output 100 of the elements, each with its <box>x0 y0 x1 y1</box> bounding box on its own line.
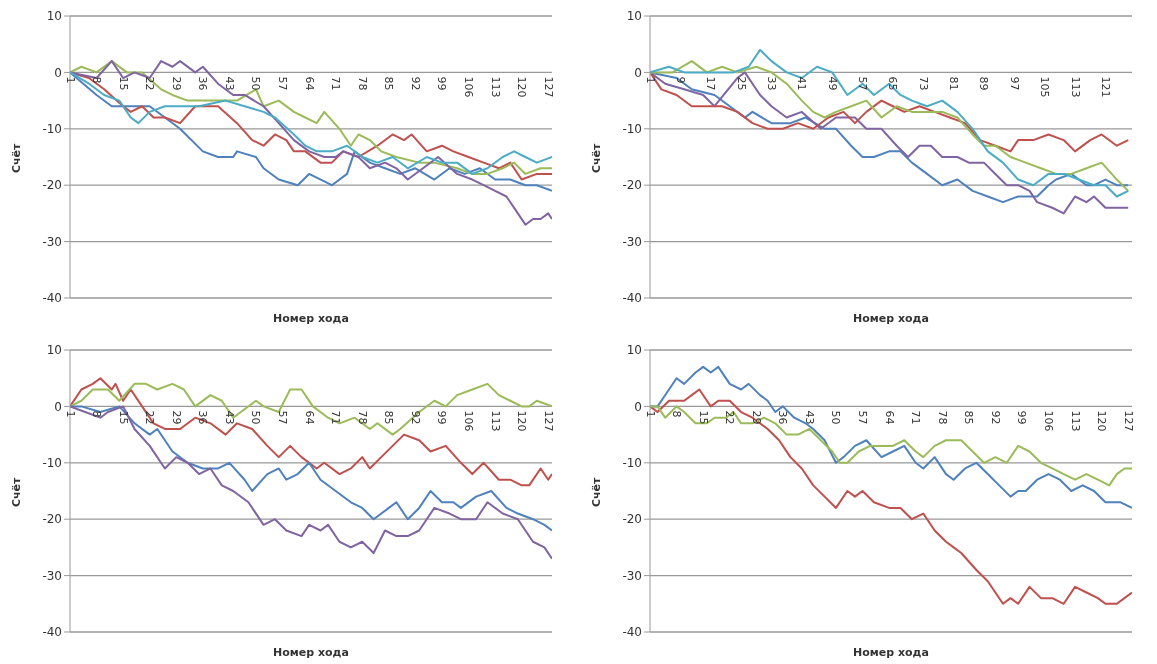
y-tick-label: -20 <box>42 512 62 527</box>
x-tick-label: 1 <box>63 410 77 418</box>
x-tick-label: 15 <box>696 410 710 425</box>
x-tick-label: 15 <box>116 76 130 91</box>
x-tick-label: 50 <box>249 76 263 91</box>
y-tick-label: -30 <box>42 568 62 583</box>
x-tick-label: 121 <box>1098 76 1112 98</box>
x-tick-label: 85 <box>382 410 396 425</box>
y-tick-label: -10 <box>42 122 62 137</box>
x-axis-title: Номер хода <box>853 312 929 325</box>
x-tick-label: 8 <box>90 76 104 84</box>
x-tick-label: 113 <box>1068 410 1082 432</box>
x-tick-label: 43 <box>222 410 236 425</box>
x-tick-label: 57 <box>276 76 290 91</box>
x-tick-label: 99 <box>435 76 449 91</box>
x-tick-label: 29 <box>749 410 763 425</box>
x-axis-title: Номер хода <box>273 312 349 325</box>
x-tick-label: 43 <box>802 410 816 425</box>
x-tick-label: 22 <box>723 410 737 425</box>
x-tick-label: 106 <box>462 410 475 432</box>
x-tick-label: 29 <box>169 76 183 91</box>
x-tick-label: 127 <box>1121 410 1135 432</box>
y-tick-label: 10 <box>46 343 62 358</box>
x-tick-label: 73 <box>916 76 930 91</box>
y-tick-label: -40 <box>42 625 62 640</box>
x-tick-label: 92 <box>408 410 422 425</box>
x-tick-label: 15 <box>116 410 130 425</box>
x-tick-label: 50 <box>829 410 843 425</box>
x-tick-label: 78 <box>355 76 369 91</box>
y-tick-label: -30 <box>42 234 62 249</box>
y-axis-title: Счёт <box>589 476 603 507</box>
y-tick-label: 0 <box>634 399 642 414</box>
x-tick-label: 50 <box>249 410 263 425</box>
y-tick-label: 0 <box>54 399 62 414</box>
y-tick-label: -40 <box>622 291 642 306</box>
x-tick-label: 36 <box>776 410 790 425</box>
x-tick-label: 120 <box>515 410 529 432</box>
x-tick-label: 36 <box>196 410 210 425</box>
y-tick-label: -10 <box>622 122 642 137</box>
x-tick-label: 65 <box>886 76 900 91</box>
y-tick-label: -10 <box>622 456 642 471</box>
x-tick-label: 106 <box>462 76 475 98</box>
y-tick-label: 0 <box>54 65 62 80</box>
x-tick-label: 57 <box>856 76 870 91</box>
x-tick-label: 22 <box>143 76 157 91</box>
x-tick-label: 92 <box>408 76 422 91</box>
x-tick-label: 78 <box>935 410 949 425</box>
y-tick-label: -30 <box>622 234 642 249</box>
x-tick-label: 89 <box>977 76 991 91</box>
x-tick-label: 97 <box>1007 76 1021 91</box>
x-tick-label: 120 <box>515 76 529 98</box>
x-tick-label: 1 <box>643 410 657 418</box>
y-tick-label: -40 <box>42 291 62 306</box>
x-tick-label: 106 <box>1042 410 1055 432</box>
x-tick-label: 113 <box>488 76 502 98</box>
x-tick-label: 64 <box>302 76 316 91</box>
y-tick-label: -20 <box>622 512 642 527</box>
x-tick-label: 120 <box>1095 410 1109 432</box>
x-tick-label: 64 <box>882 410 896 425</box>
y-axis-title: Счёт <box>9 142 23 173</box>
x-tick-label: 22 <box>143 410 157 425</box>
x-tick-label: 41 <box>795 76 809 91</box>
x-tick-label: 113 <box>1068 76 1082 98</box>
y-tick-label: 10 <box>626 343 642 358</box>
y-tick-label: -20 <box>622 178 642 193</box>
x-tick-label: 57 <box>276 410 290 425</box>
x-tick-label: 113 <box>488 410 502 432</box>
x-tick-label: 99 <box>435 410 449 425</box>
y-tick-label: 10 <box>626 9 642 24</box>
x-tick-label: 127 <box>541 76 555 98</box>
x-tick-label: 49 <box>825 76 839 91</box>
x-tick-label: 25 <box>734 76 748 91</box>
y-tick-label: -10 <box>42 456 62 471</box>
x-tick-label: 85 <box>962 410 976 425</box>
x-tick-label: 29 <box>169 410 183 425</box>
x-axis-title: Номер хода <box>273 646 349 659</box>
x-tick-label: 71 <box>329 76 343 91</box>
x-tick-label: 17 <box>704 76 718 91</box>
x-tick-label: 71 <box>909 410 923 425</box>
x-tick-label: 57 <box>856 410 870 425</box>
y-tick-label: 10 <box>46 9 62 24</box>
x-tick-label: 81 <box>947 76 961 91</box>
x-tick-label: 64 <box>302 410 316 425</box>
x-tick-label: 33 <box>764 76 778 91</box>
x-tick-label: 127 <box>541 410 555 432</box>
x-tick-label: 43 <box>222 76 236 91</box>
x-tick-label: 36 <box>196 76 210 91</box>
y-tick-label: -40 <box>622 625 642 640</box>
x-tick-label: 71 <box>329 410 343 425</box>
x-tick-label: 1 <box>63 76 77 84</box>
y-axis-title: Счёт <box>589 142 603 173</box>
x-tick-label: 8 <box>670 410 684 418</box>
x-tick-label: 9 <box>673 76 687 84</box>
x-tick-label: 92 <box>988 410 1002 425</box>
x-tick-label: 85 <box>382 76 396 91</box>
x-tick-label: 8 <box>90 410 104 418</box>
y-tick-label: 0 <box>634 65 642 80</box>
x-tick-label: 105 <box>1038 76 1052 98</box>
x-axis-title: Номер хода <box>853 646 929 659</box>
x-tick-label: 99 <box>1015 410 1029 425</box>
